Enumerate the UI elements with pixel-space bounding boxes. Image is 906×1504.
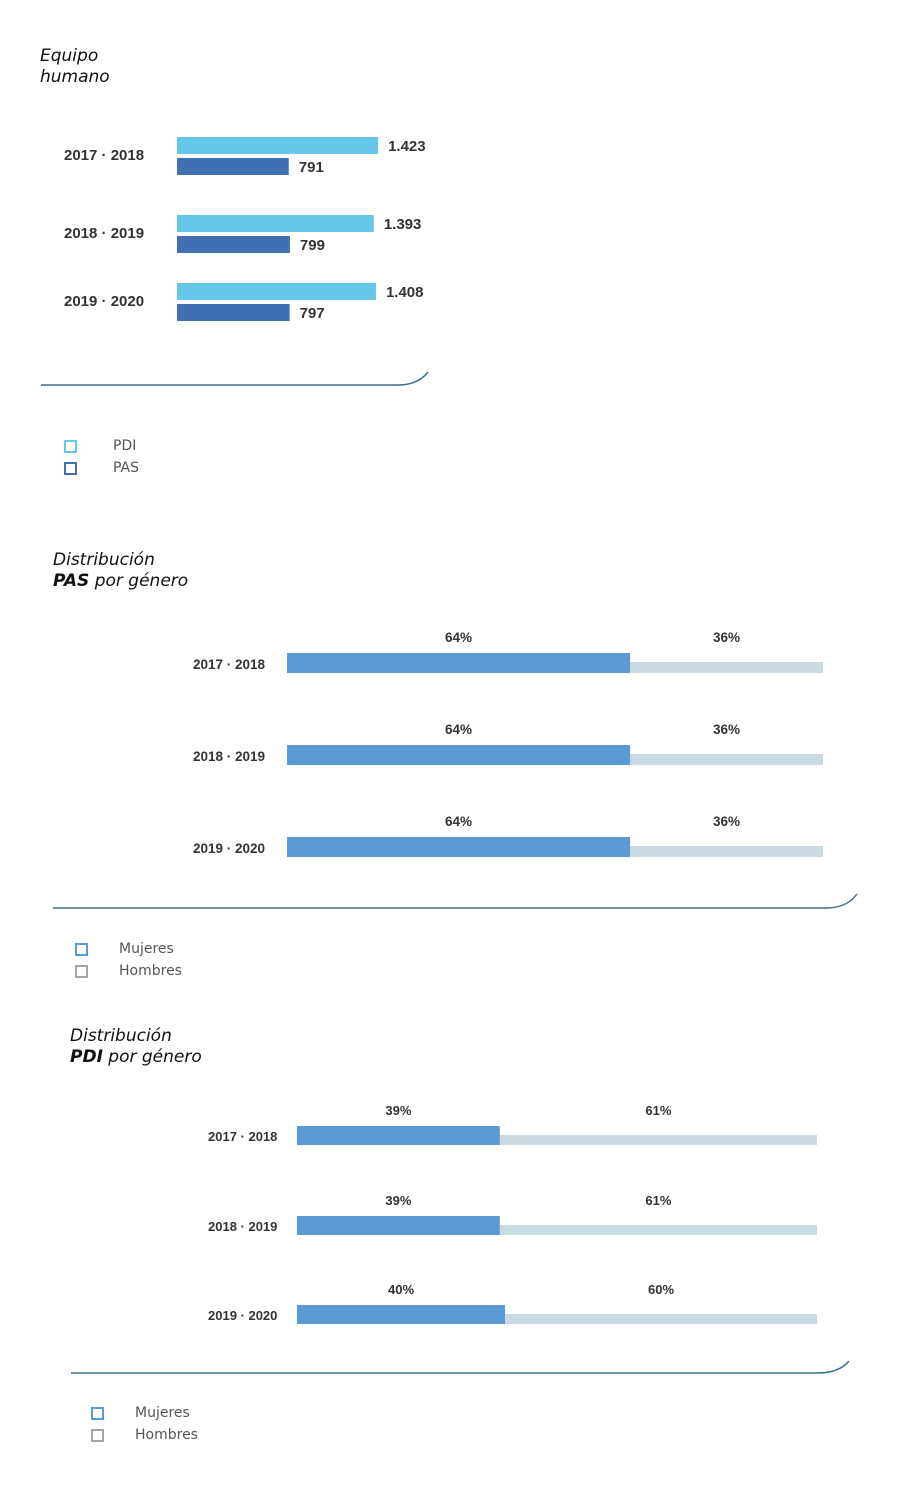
pas-swatch-icon	[64, 461, 77, 475]
title-bold: PDI	[70, 1047, 103, 1067]
hombres-bar	[297, 1135, 817, 1145]
title-line: Distribución	[53, 550, 155, 570]
title-line: Distribución	[70, 1026, 172, 1046]
legend-item-mujeres: Mujeres	[91, 1402, 198, 1424]
legend-label-mujeres: Mujeres	[135, 1405, 190, 1421]
data-label: 61%	[645, 1103, 671, 1118]
category-label: 2018 · 2019	[193, 749, 265, 764]
category-label: 2017 · 2018	[208, 1129, 277, 1144]
data-label: 36%	[713, 814, 740, 829]
chart-title-pdi-genero: Distribución PDI por género	[70, 1026, 202, 1068]
data-label: 799	[300, 237, 325, 254]
mujeres-swatch-icon	[75, 942, 88, 956]
hombres-bar	[297, 1314, 817, 1324]
title-line: Equipo	[40, 46, 99, 66]
hombres-swatch-icon	[91, 1428, 104, 1442]
data-label: 1.393	[384, 216, 422, 233]
equipo-bar-chart: 2017 · 2018 1.423 791 2018 · 2019 1.393 799 20…	[41, 137, 429, 386]
legend-item-pdi: PDI	[64, 435, 139, 457]
mujeres-bar	[287, 837, 631, 857]
legend-item-hombres: Hombres	[75, 960, 182, 982]
mujeres-bar	[287, 745, 631, 765]
mujeres-bar	[297, 1126, 500, 1145]
category-label: 2018 · 2019	[208, 1219, 277, 1234]
data-label: 64%	[445, 814, 472, 829]
pdi-bar	[177, 137, 379, 154]
mujeres-swatch-icon	[91, 1406, 104, 1420]
data-label: 797	[300, 305, 325, 322]
data-label: 39%	[385, 1103, 411, 1118]
data-label: 36%	[713, 722, 740, 737]
title-line: humano	[40, 67, 110, 87]
chart-title-pas-genero: Distribución PAS por género	[53, 550, 188, 592]
legend-pdi-genero: Mujeres Hombres	[91, 1402, 198, 1446]
legend-item-mujeres: Mujeres	[75, 938, 182, 960]
pdi-bar	[177, 283, 376, 300]
title-rest: por género	[89, 571, 189, 591]
pdi-swatch-icon	[64, 439, 77, 453]
legend-pas-genero: Mujeres Hombres	[75, 938, 182, 982]
category-label: 2017 · 2018	[193, 657, 266, 672]
title-line: PDI por género	[70, 1047, 202, 1068]
title-line: PAS por género	[53, 571, 188, 592]
data-label: 40%	[388, 1282, 414, 1297]
legend-label-pas: PAS	[113, 460, 140, 476]
mujeres-bar	[287, 653, 631, 673]
baseline-axis	[41, 371, 429, 386]
data-label: 60%	[648, 1282, 674, 1297]
legend-label-pdi: PDI	[113, 438, 137, 454]
data-label: 1.408	[386, 284, 424, 301]
hombres-bar	[297, 1225, 817, 1235]
category-label: 2019 · 2020	[193, 841, 265, 856]
pas-genero-chart: 2017 · 2018 64% 36% 2018 · 2019 64% 36% 2019 ·…	[53, 630, 858, 909]
data-label: 1.423	[388, 138, 426, 155]
data-label: 64%	[445, 630, 472, 645]
chart-title-equipo: Equipo humano	[40, 46, 110, 88]
pdi-genero-chart: 2017 · 2018 39% 61% 2018 · 2019 39% 61% 2019 ·…	[71, 1103, 850, 1374]
category-label: 2017 · 2018	[64, 147, 144, 164]
legend-label-mujeres: Mujeres	[119, 941, 174, 957]
pas-bar	[177, 304, 290, 321]
mujeres-bar	[297, 1305, 505, 1324]
baseline-axis	[53, 893, 858, 909]
legend-item-pas: PAS	[64, 457, 139, 479]
data-label: 61%	[645, 1193, 671, 1208]
mujeres-bar	[297, 1216, 500, 1235]
pas-bar	[177, 236, 290, 253]
pdi-bar	[177, 215, 374, 232]
legend-label-hombres: Hombres	[135, 1427, 198, 1443]
category-label: 2019 · 2020	[208, 1308, 277, 1323]
pas-bar	[177, 158, 289, 175]
category-label: 2018 · 2019	[64, 225, 144, 242]
data-label: 36%	[713, 630, 740, 645]
title-rest: por género	[102, 1047, 202, 1067]
hombres-swatch-icon	[75, 964, 88, 978]
legend-equipo: PDI PAS	[64, 435, 139, 479]
data-label: 791	[299, 159, 324, 176]
data-label: 39%	[385, 1193, 411, 1208]
baseline-axis	[71, 1360, 850, 1374]
title-bold: PAS	[53, 571, 90, 591]
category-label: 2019 · 2020	[64, 293, 144, 310]
legend-label-hombres: Hombres	[119, 963, 182, 979]
legend-item-hombres: Hombres	[91, 1424, 198, 1446]
data-label: 64%	[445, 722, 472, 737]
